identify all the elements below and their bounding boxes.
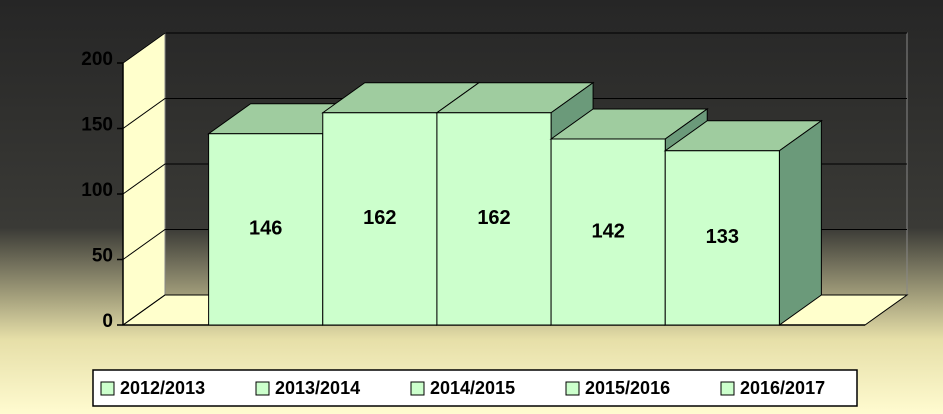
bar — [436, 112, 552, 326]
legend-label: 2015/2016 — [585, 378, 670, 398]
legend-swatch — [100, 381, 115, 396]
y-tick-label: 50 — [92, 246, 113, 267]
value-label: 133 — [706, 226, 739, 248]
y-tick-label: 150 — [81, 115, 113, 136]
bar — [550, 138, 666, 326]
legend-label: 2013/2014 — [275, 378, 360, 398]
value-label: 146 — [249, 218, 282, 240]
legend-swatch — [255, 381, 270, 396]
value-label: 142 — [591, 220, 624, 242]
grid-line — [122, 98, 907, 129]
y-tick-label: 0 — [102, 311, 113, 332]
y-tick-label: 200 — [81, 49, 113, 70]
grid-line — [122, 32, 907, 64]
bar — [664, 150, 780, 326]
value-label: 162 — [477, 207, 510, 229]
legend-label: 2016/2017 — [740, 378, 825, 398]
legend-label: 2012/2013 — [120, 378, 205, 398]
value-label: 162 — [363, 207, 396, 229]
bar — [322, 112, 438, 326]
bar-side — [778, 119, 822, 326]
bar — [208, 133, 324, 326]
y-tick-label: 100 — [81, 180, 113, 201]
legend-swatch — [720, 381, 735, 396]
legend-swatch — [565, 381, 580, 396]
legend-swatch — [410, 381, 425, 396]
legend-label: 2014/2015 — [430, 378, 515, 398]
